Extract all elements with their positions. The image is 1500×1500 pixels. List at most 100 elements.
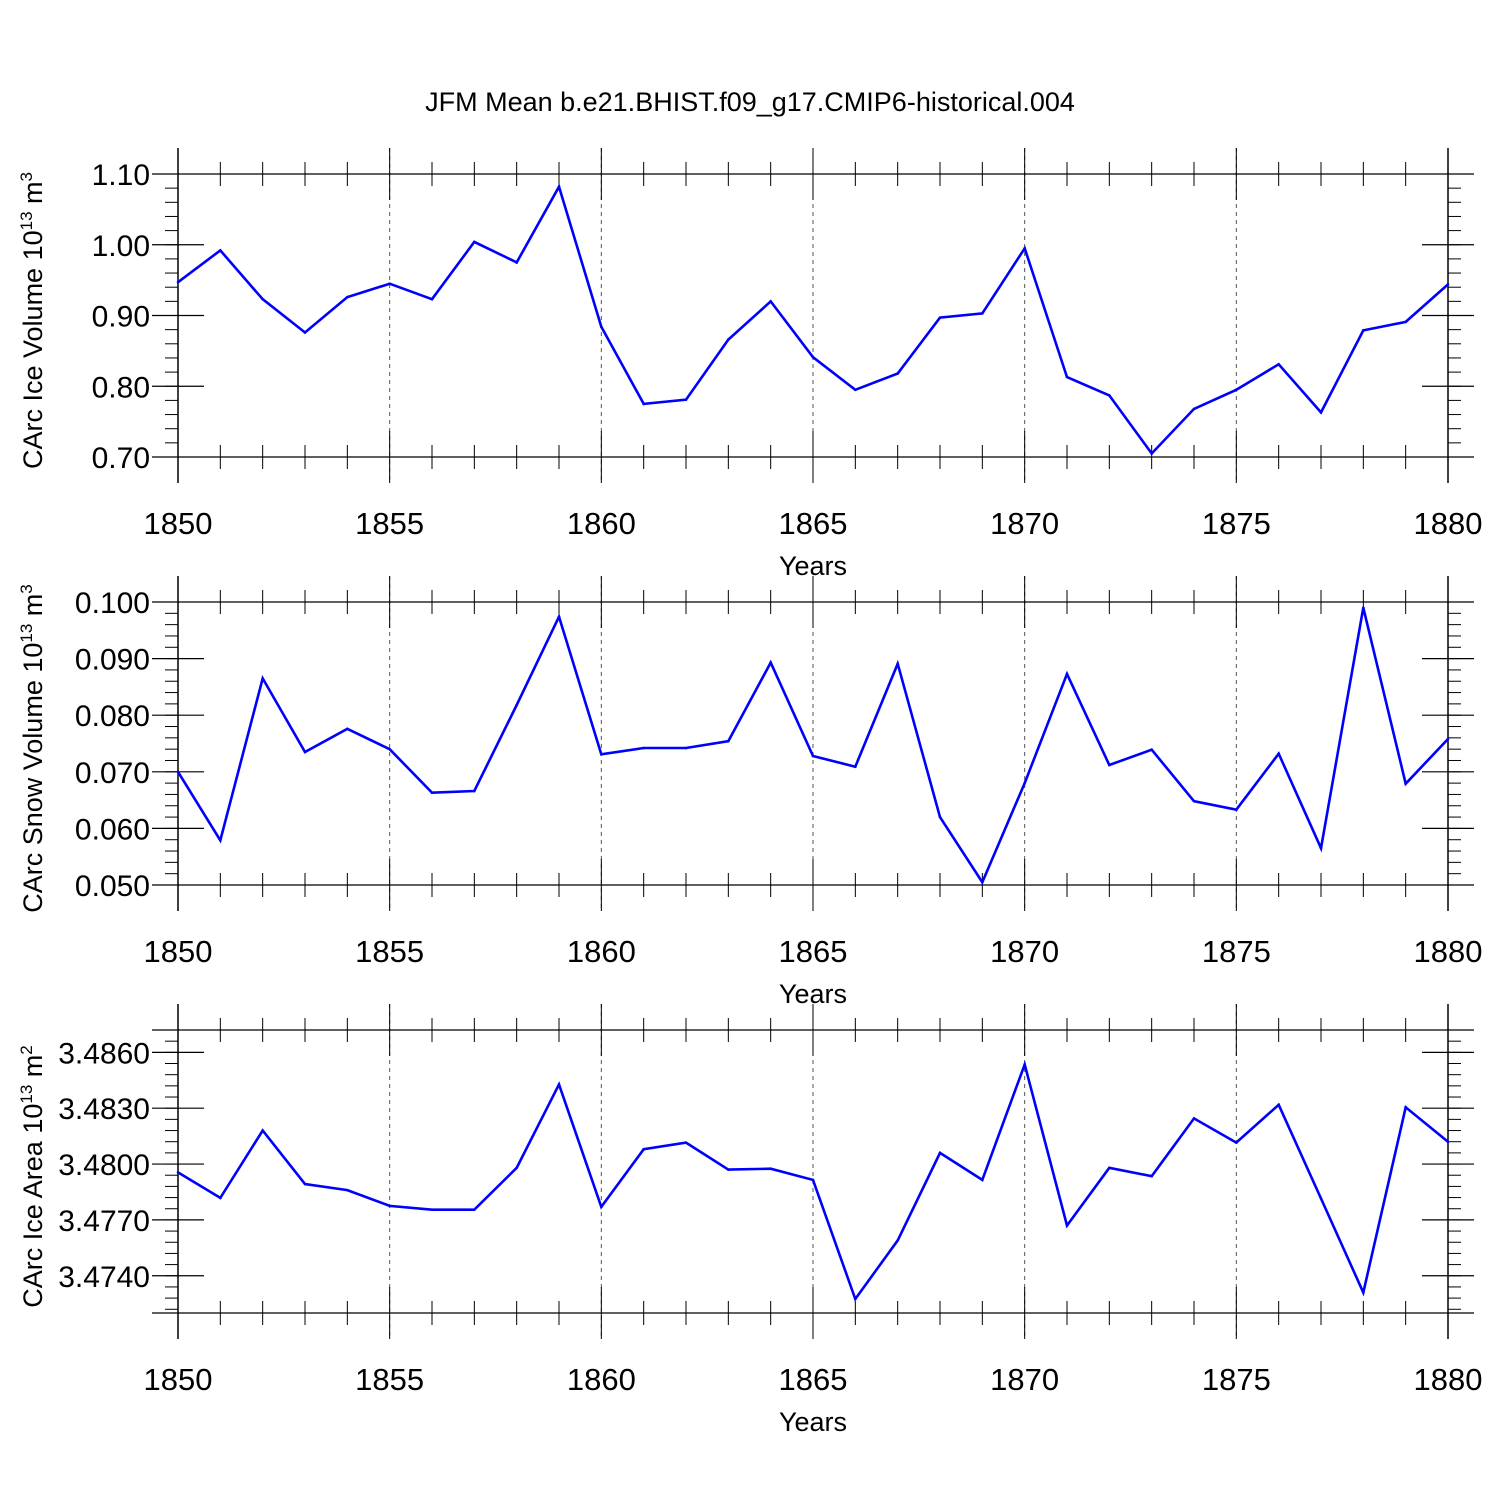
panel-3-data-point — [1108, 1166, 1111, 1170]
panel-3-data-point — [896, 1239, 899, 1242]
panel-1-data-point — [515, 261, 518, 264]
panel-2-data-point — [1023, 781, 1026, 785]
panel-1-data-point — [896, 372, 899, 375]
panel-1-data-point — [1362, 329, 1365, 332]
panel-2-data-point — [388, 747, 391, 751]
panel-1-data-point — [684, 398, 688, 401]
panel-3-xtick-label: 1875 — [1202, 1362, 1271, 1397]
panel-2-ylabel-ylabel-unit-exp: 3 — [17, 584, 36, 593]
panel-3-ylabel-ylabel-exp: 13 — [17, 1085, 36, 1104]
panel-2-data-point — [219, 838, 222, 842]
panel-3-xtick-label: 1850 — [144, 1362, 213, 1397]
panel-1-data-point — [769, 300, 772, 303]
panel-3-ytick-label: 3.4830 — [58, 1093, 150, 1126]
panel-2-ylabel: CArc Snow Volume 1013 m3 — [17, 584, 48, 913]
panel-2-data-point — [854, 765, 857, 769]
panel-2-data-point — [176, 770, 180, 774]
panel-2-data-point — [1150, 748, 1153, 752]
panel-2-data-point — [303, 750, 307, 754]
panel-2-ylabel-ylabel-exp: 13 — [17, 624, 36, 643]
panel-2-data-point — [1108, 763, 1111, 767]
panel-1-data-point — [938, 316, 942, 319]
panel-1-ylabel-ylabel-exp: 13 — [17, 211, 36, 230]
panel-3-data-point — [1362, 1291, 1365, 1294]
panel-2-data-point — [896, 662, 899, 665]
panel-2-data-point — [938, 815, 942, 819]
panel-2-xtick-label: 1875 — [1202, 934, 1271, 969]
panel-1-data-point — [1446, 283, 1450, 286]
panel-2-data-point — [1192, 799, 1196, 803]
panel-2-data-point — [346, 727, 349, 731]
panel-3-data-point — [727, 1168, 730, 1171]
panel-3-data-point — [303, 1182, 307, 1186]
panel-2-ytick-label: 0.100 — [75, 587, 150, 620]
panel-3-data-point — [938, 1151, 942, 1155]
panel-1-data-point — [473, 240, 476, 244]
panel-1-ylabel-ylabel: CArc Ice Volume 10 — [18, 230, 48, 469]
panel-2-data-point — [1235, 808, 1238, 812]
panel-2-data-point — [727, 739, 730, 743]
panel-3-data-point — [1404, 1105, 1407, 1109]
panel-1-data-point — [1404, 320, 1407, 324]
panel-3-data-point — [515, 1166, 518, 1170]
panel-1: 0.70 0.80 0.90 1.00 1.10 1850 1855 1860 1865 1870… — [17, 148, 1482, 581]
panel-3-xtick-label: 1865 — [779, 1362, 848, 1397]
panel-3-data-point — [1277, 1103, 1280, 1107]
panel-3-xtick-label: 1870 — [990, 1362, 1059, 1397]
panel-2-data-point — [811, 754, 815, 758]
panel-3-ytick-label: 3.4860 — [58, 1037, 150, 1070]
panel-3-data-point — [1192, 1117, 1196, 1120]
panel-1-xtick-label: 1880 — [1414, 506, 1483, 541]
panel-2-data-point — [769, 661, 772, 664]
panel-3-data-point — [1023, 1063, 1026, 1066]
panel-1-data-point — [854, 388, 857, 392]
panel-1-data-point — [1150, 452, 1153, 455]
panel-3-data-point — [811, 1178, 815, 1182]
panel-3: 3.4740 3.4770 3.4800 3.4830 3.4860 1850 1855 18… — [17, 1004, 1482, 1437]
panel-3-data-point — [981, 1178, 984, 1182]
panel-2-ylabel-ylabel-unit: m — [18, 594, 48, 624]
panel-2-data-point — [684, 746, 688, 750]
panel-1-xtick-label: 1850 — [144, 506, 213, 541]
panel-1-ytick-label: 0.70 — [92, 442, 150, 475]
panel-3-xlabel: Years — [779, 1407, 847, 1437]
panel-3-data-point — [1446, 1140, 1450, 1144]
panel-3-data-point — [261, 1129, 264, 1132]
panel-3-ylabel: CArc Ice Area 1013 m2 — [17, 1045, 48, 1308]
panel-2-xtick-label: 1850 — [144, 934, 213, 969]
panel-1-ytick-label: 1.10 — [92, 159, 150, 192]
panel-3-data-point — [219, 1196, 222, 1200]
panel-1-data-point — [430, 297, 434, 301]
panel-2-data-point — [473, 789, 476, 793]
panel-3-xtick-label: 1880 — [1414, 1362, 1483, 1397]
panel-3-data-point — [473, 1208, 476, 1211]
panel-3-data-point — [769, 1167, 772, 1171]
panel-1-data-point — [1277, 363, 1280, 366]
panel-1-data-point — [811, 355, 815, 359]
panel-3-data-point — [642, 1147, 645, 1151]
panel-3-ylabel-ylabel-unit-exp: 2 — [17, 1045, 36, 1054]
panel-3-data-point — [557, 1083, 561, 1086]
panel-2-ytick-label: 0.090 — [75, 644, 150, 677]
panel-3-data-point — [600, 1205, 603, 1209]
panel-2-ylabel-ylabel: CArc Snow Volume 10 — [18, 643, 48, 913]
panel-3-ylabel-ylabel-unit: m — [18, 1055, 48, 1085]
panel-2-data-point — [1446, 737, 1450, 741]
panel-2-ytick-label: 0.080 — [75, 700, 150, 733]
panel-3-data-point — [430, 1208, 434, 1211]
panel-1-data-point — [176, 280, 180, 284]
panel-1-ytick-label: 0.90 — [92, 301, 150, 334]
panel-1-data-point — [388, 282, 391, 285]
panel-3-xtick-label: 1860 — [567, 1362, 636, 1397]
panel-3-ytick-label: 3.4740 — [58, 1261, 150, 1294]
panel-2-data-point — [1065, 672, 1069, 676]
panel-3-data-point — [346, 1188, 349, 1192]
panel-2-xtick-label: 1860 — [567, 934, 636, 969]
panel-1-data-point — [1065, 375, 1069, 379]
panel-1-xtick-label: 1860 — [567, 506, 636, 541]
panel-2-data-point — [557, 615, 561, 619]
panel-1-data-point — [557, 185, 561, 189]
panel-1-ylabel: CArc Ice Volume 1013 m3 — [17, 172, 48, 469]
panel-3-data-point — [1235, 1141, 1238, 1144]
